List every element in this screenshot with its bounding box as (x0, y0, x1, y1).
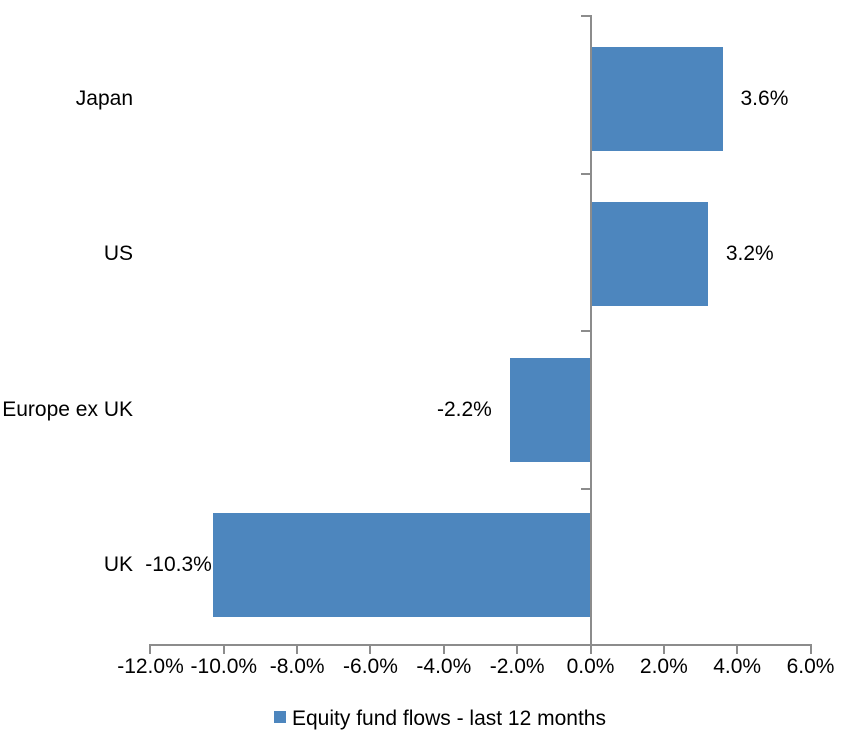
x-tick-label: -10.0% (190, 655, 258, 678)
x-tick-label: -6.0% (343, 655, 398, 678)
category-label: Europe ex UK (2, 398, 133, 421)
x-axis-tick (809, 643, 812, 654)
legend-marker-icon (274, 711, 286, 723)
y-axis-line (589, 15, 592, 654)
x-axis-tick (662, 643, 665, 654)
bar-us (590, 202, 708, 306)
bar-japan (590, 47, 723, 151)
bar-uk (212, 513, 591, 617)
category-label: US (103, 242, 133, 265)
x-tick-label: 0.0% (566, 655, 615, 678)
value-label: 3.2% (725, 242, 774, 265)
x-axis-tick (296, 643, 299, 654)
value-label: -2.2% (436, 398, 492, 421)
y-axis-tick (581, 15, 591, 17)
x-axis-tick (442, 643, 445, 654)
y-axis-tick (581, 330, 591, 332)
value-label: 3.6% (740, 87, 789, 110)
x-axis-tick (589, 643, 592, 654)
x-tick-label: -4.0% (416, 655, 472, 678)
x-tick-label: 6.0% (786, 655, 835, 678)
x-tick-label: -12.0% (117, 655, 184, 678)
x-tick-label: 2.0% (639, 655, 688, 678)
legend-label: Equity fund flows - last 12 months (292, 707, 606, 730)
x-axis-tick (369, 643, 372, 654)
x-axis-tick (149, 643, 152, 654)
x-axis-line (149, 643, 812, 646)
x-axis-tick (222, 643, 225, 654)
bar-europe-ex-uk (509, 358, 591, 462)
x-tick-label: -8.0% (269, 655, 325, 678)
x-axis-tick (736, 643, 739, 654)
x-tick-label: 4.0% (713, 655, 762, 678)
y-axis-tick (581, 643, 591, 646)
category-label: Japan (75, 87, 133, 110)
value-label: -10.3% (145, 553, 212, 576)
y-axis-tick (581, 487, 591, 490)
category-label: UK (103, 553, 133, 576)
x-axis-tick (516, 643, 519, 654)
y-axis-tick (581, 172, 591, 175)
x-tick-label: -2.0% (489, 655, 545, 678)
